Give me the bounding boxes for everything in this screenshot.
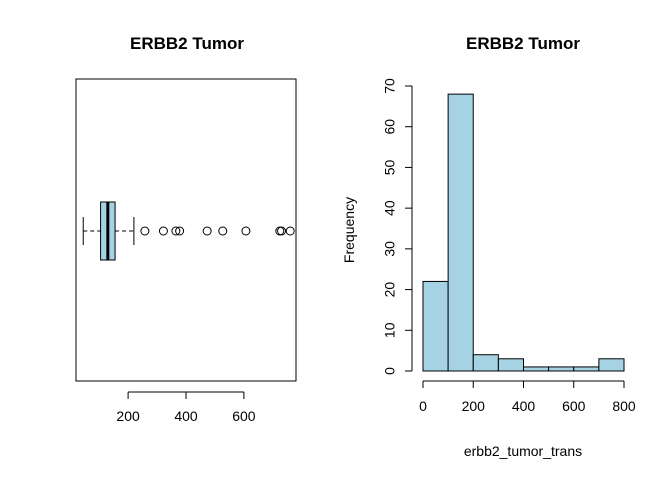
outlier-point [202,226,212,236]
histogram-x-tick-label: 400 [512,398,536,414]
boxplot-title: ERBB2 Tumor [130,34,244,53]
histogram-bar [548,366,575,372]
histogram-y-tick-label: 10 [382,322,398,338]
outlier-point [175,226,185,236]
histogram-y-tick-label: 30 [382,241,398,257]
histogram-bar [573,366,600,372]
histogram-x-tick-label: 600 [562,398,586,414]
histogram-bar [447,93,474,372]
boxplot-frame [75,78,297,382]
outlier-point [241,226,251,236]
histogram-bar [598,358,625,372]
outlier-point [277,226,287,236]
histogram-x-axis-label: erbb2_tumor_trans [464,443,582,459]
histogram-bar [497,358,524,372]
outlier-point [285,226,295,236]
boxplot-x-tick-label: 200 [116,408,140,424]
outlier-point [158,226,168,236]
outlier-point [218,226,228,236]
histogram-y-tick-label: 0 [382,367,398,375]
histogram-x-tick-label: 800 [612,398,636,414]
histogram-bar [523,366,550,372]
histogram-bar [422,280,449,372]
boxplot-x-tick-label: 400 [174,408,198,424]
histogram-y-axis-label: Frequency [341,197,357,263]
histogram-y-tick-label: 50 [382,159,398,175]
histogram-y-tick-label: 40 [382,200,398,216]
boxplot-x-tick-label: 600 [232,408,256,424]
outlier-point [140,226,150,236]
outlier-point [275,226,285,236]
histogram-bar [472,354,499,372]
histogram-x-tick-label: 200 [462,398,486,414]
boxplot-panel: ERBB2 Tumor 200 400 600 [75,34,297,424]
histogram-y-tick-label: 60 [382,119,398,135]
histogram-panel: ERBB2 Tumor 0 200 400 600 800 0 10 20 30 40 50 60 7… [341,34,636,459]
histogram-y-tick-label: 70 [382,78,398,94]
histogram-title: ERBB2 Tumor [466,34,580,53]
histogram-y-tick-label: 20 [382,282,398,298]
outlier-point [171,226,181,236]
histogram-x-tick-label: 0 [419,398,427,414]
